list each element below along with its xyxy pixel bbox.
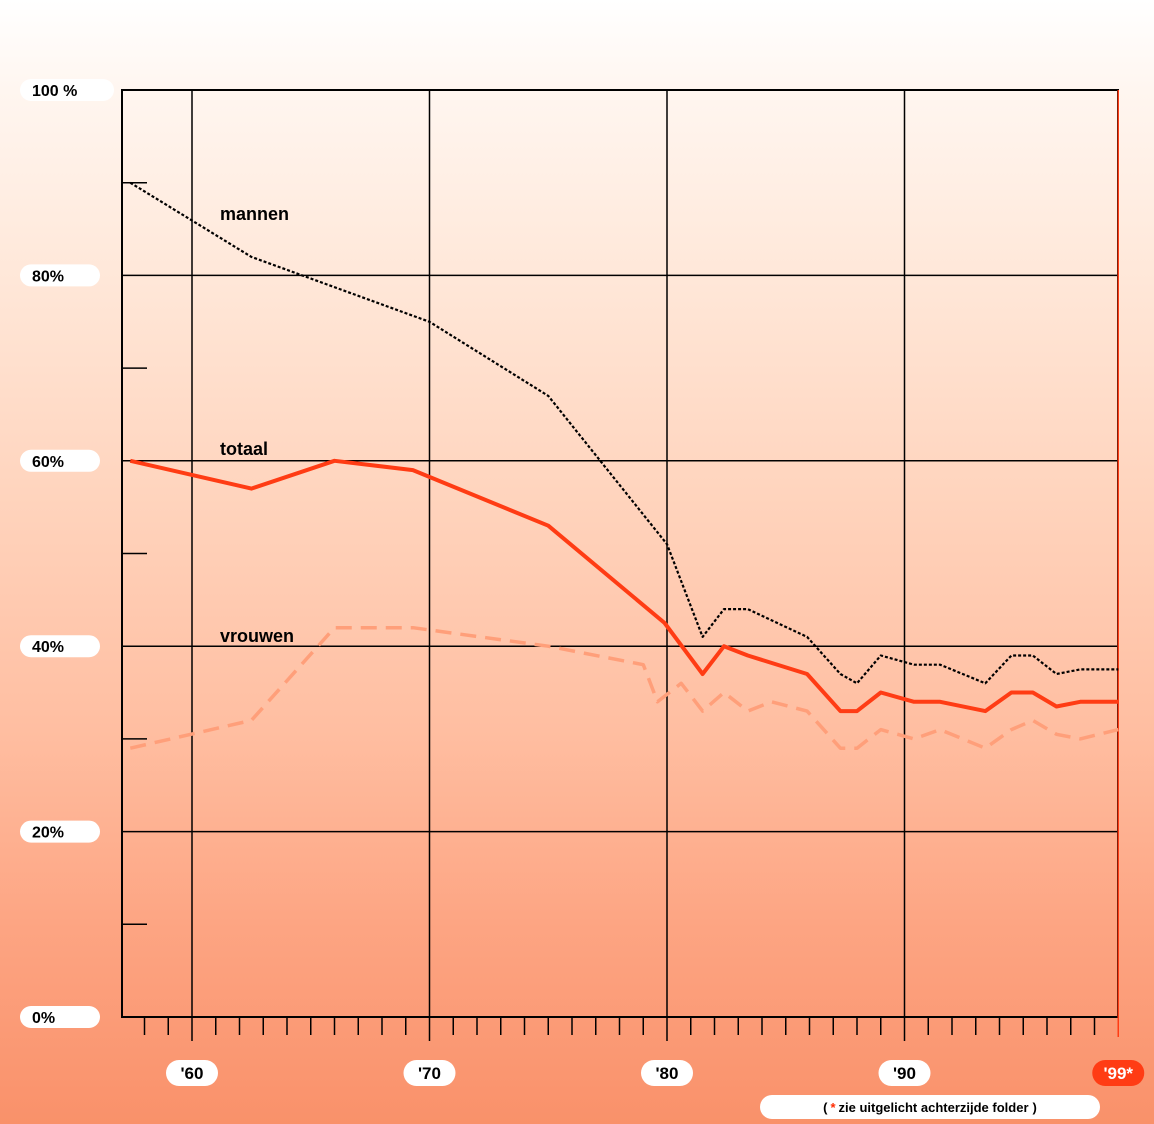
x-tick-label-bg [641, 1060, 693, 1086]
y-tick-label: 0% [32, 1010, 55, 1027]
series-label-vrouwen: vrouwen [220, 626, 294, 646]
footnote-close: ) [1032, 1099, 1037, 1115]
y-tick-label: 60% [32, 454, 64, 471]
y-tick-label-bg [20, 264, 100, 287]
y-tick-label-bg [20, 1006, 100, 1028]
series-line-mannen [129, 181, 1119, 685]
y-tick-label: 80% [32, 268, 64, 285]
series-label-totaal: totaal [220, 439, 268, 459]
y-tick-label-bg [20, 635, 100, 658]
y-tick-label-bg [20, 449, 100, 472]
x-tick-label: '90 [893, 1064, 916, 1083]
y-tick-label: 20% [32, 825, 64, 842]
y-tick-label: 40% [32, 639, 64, 656]
series-label-mannen: mannen [220, 204, 289, 224]
x-tick-label: '80 [656, 1064, 679, 1083]
x-tick-label: '70 [418, 1064, 441, 1083]
series-line-totaal [129, 458, 1119, 714]
y-tick-label: 100 % [32, 83, 77, 100]
x-tick-label: '99* [1103, 1064, 1133, 1083]
x-tick-label-bg [166, 1060, 218, 1086]
x-tick-label-bg [878, 1060, 931, 1086]
plot-frame [121, 89, 1119, 1018]
y-tick-label-bg [20, 79, 114, 101]
x-tick-label: '60 [181, 1064, 204, 1083]
y-tick-label-bg [20, 820, 100, 843]
footnote-open: ( [823, 1099, 828, 1115]
footnote: ( * zie uitgelicht achterzijde folder ) [760, 1095, 1100, 1119]
x-tick-label-bg [1092, 1060, 1145, 1086]
footnote-star: * [830, 1099, 836, 1115]
footnote-text: zie uitgelicht achterzijde folder [838, 1099, 1029, 1115]
x-tick-label-bg [403, 1060, 456, 1086]
series-line-vrouwen [129, 625, 1119, 750]
